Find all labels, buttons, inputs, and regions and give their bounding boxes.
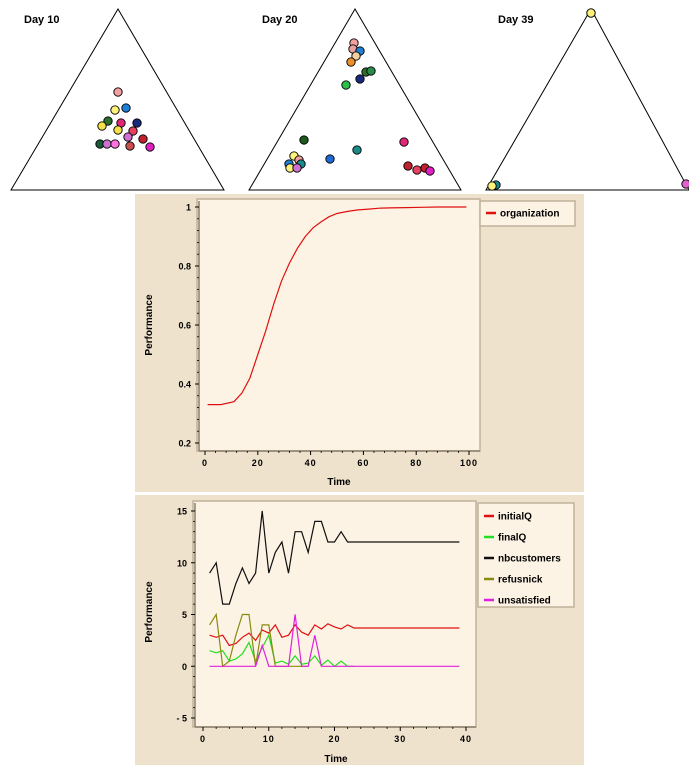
scatter-point [138, 134, 148, 144]
scatter-point [341, 80, 351, 90]
y-tick-label: 0.8 [178, 262, 191, 272]
series-line-organization [207, 206, 467, 406]
x-tick-label: 20 [328, 734, 340, 744]
y-tick-label: 0.2 [178, 439, 191, 449]
scatter-point [412, 165, 422, 175]
x-tick-label: 60 [357, 458, 369, 468]
scatter-point [299, 135, 309, 145]
x-axis-label: Time [324, 754, 348, 765]
scatter-point [102, 139, 112, 149]
scatter-point [351, 51, 361, 61]
legend-label: organization [500, 209, 559, 220]
y-tick-label: 15 [177, 507, 187, 517]
ternary-title: Day 20 [262, 14, 297, 26]
x-tick-label: 80 [410, 458, 422, 468]
ternary-day-10: Day 10 [10, 8, 225, 191]
ternary-day-20: Day 20 [248, 8, 462, 191]
ternary-title: Day 10 [24, 14, 59, 26]
legend-label: refusnick [498, 575, 543, 586]
legend-label: nbcustomers [498, 554, 561, 565]
y-tick-label: 10 [177, 558, 187, 568]
x-axis-label: Time [327, 477, 351, 488]
x-tick-label: 100 [460, 458, 478, 468]
y-tick-label: 0.6 [178, 321, 191, 331]
x-tick-label: 10 [263, 734, 275, 744]
scatter-point [110, 105, 120, 115]
organization-performance-chart: 0.2 0.4 0.6 0.8 1 0 20 40 60 80 100 organization T… [135, 194, 584, 492]
scatter-point [425, 166, 435, 176]
y-axis-label: Performance [144, 294, 155, 356]
x-tick-label: 20 [252, 458, 264, 468]
series-line-nbcustomers [209, 510, 460, 605]
y-tick-label: 1 [186, 203, 191, 213]
series-line-initialQ [209, 623, 460, 647]
scatter-point [110, 139, 120, 149]
scatter-point [145, 142, 155, 152]
y-tick-label: 0 [182, 662, 187, 672]
scatter-point [113, 87, 123, 97]
scatter-point [346, 57, 356, 67]
ternary-day-39: Day 39 [485, 7, 689, 191]
x-tick-label: 0 [200, 734, 206, 744]
x-tick-label: 30 [394, 734, 406, 744]
x-tick-label: 0 [202, 458, 208, 468]
scatter-point [487, 181, 497, 191]
scatter-point [366, 66, 376, 76]
scatter-point [681, 179, 689, 189]
legend-label: finalQ [498, 533, 527, 544]
x-tick-label: 40 [305, 458, 317, 468]
scatter-point [123, 132, 133, 142]
scatter-point [292, 163, 302, 173]
scatter-point [586, 8, 596, 18]
scatter-point [97, 121, 107, 131]
scatter-point [128, 126, 138, 136]
legend-label: unsatisfied [498, 596, 551, 607]
y-tick-label: 5 [182, 610, 187, 620]
y-tick-label: 0.4 [178, 380, 191, 390]
scatter-point [399, 137, 409, 147]
scatter-point [113, 125, 123, 135]
series-line-unsatisfied [209, 614, 460, 667]
legend-label: initialQ [498, 512, 532, 523]
scatter-point [103, 116, 113, 126]
scatter-point [121, 103, 131, 113]
scatter-point [125, 141, 135, 151]
scatter-point [325, 154, 335, 164]
component-performance-chart: - 5 0 5 10 15 0 10 20 30 40 initialQ finalQ nbcusto… [135, 495, 584, 765]
scatter-point [403, 161, 413, 171]
y-axis-label: Performance [144, 581, 155, 643]
x-tick-label: 40 [460, 734, 472, 744]
scatter-point [132, 118, 142, 128]
y-tick-label: - 5 [176, 714, 187, 724]
series-line-refusnick [209, 612, 309, 668]
scatter-point [352, 145, 362, 155]
scatter-point [355, 74, 365, 84]
ternary-title: Day 39 [498, 14, 533, 26]
series-line-finalQ [209, 633, 355, 668]
